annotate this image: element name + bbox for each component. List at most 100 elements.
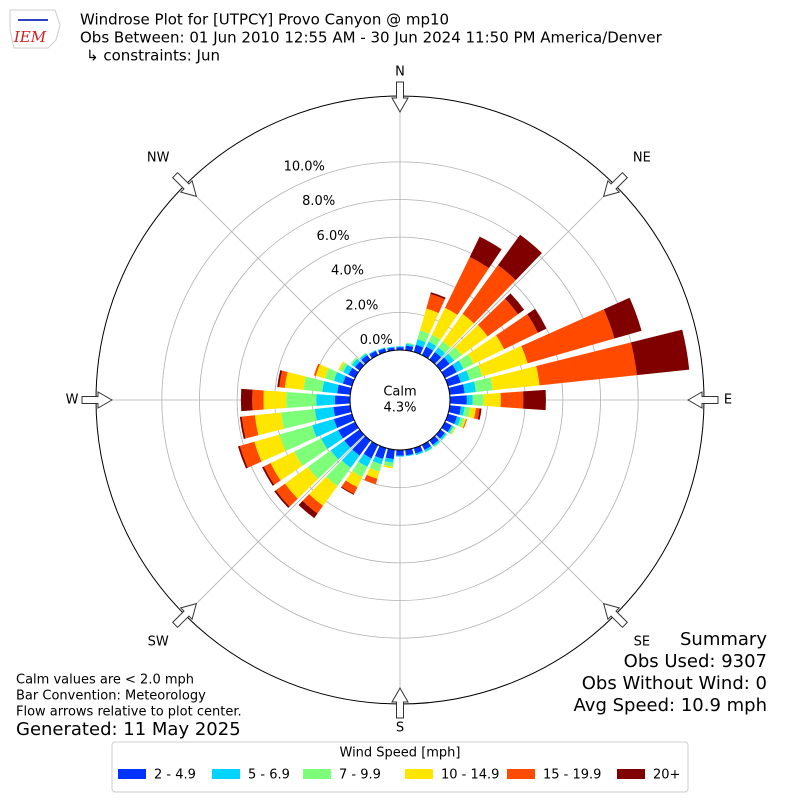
wind-bar xyxy=(263,463,281,485)
flow-arrow xyxy=(391,81,409,114)
grid-ring xyxy=(199,199,601,601)
wind-bar xyxy=(344,429,365,448)
r-tick-label: 0.0% xyxy=(360,333,393,348)
wind-bar xyxy=(358,453,372,467)
wind-bar xyxy=(462,265,516,324)
wind-bar xyxy=(333,372,346,384)
wind-bar xyxy=(322,381,339,394)
flow-arrow xyxy=(171,171,198,198)
wind-bar xyxy=(294,438,328,466)
wind-bar xyxy=(313,363,320,376)
wind-bar xyxy=(405,343,414,347)
logo-text: IEM xyxy=(13,28,47,46)
wind-bar xyxy=(383,461,394,467)
wind-bar xyxy=(386,346,395,349)
wind-bar xyxy=(342,375,355,387)
wind-bar xyxy=(454,324,488,356)
wind-bar xyxy=(435,429,446,439)
wind-bar xyxy=(490,366,540,391)
wind-bar xyxy=(426,294,445,314)
wind-bar xyxy=(448,405,461,415)
direction-label: NW xyxy=(147,151,170,166)
wind-bar xyxy=(337,384,352,395)
wind-bar xyxy=(415,450,424,456)
generated-date: Generated: 11 May 2025 xyxy=(16,719,241,740)
wind-bar xyxy=(426,341,437,351)
legend-swatch xyxy=(507,769,535,779)
wind-bar xyxy=(312,418,338,438)
wind-bar xyxy=(341,486,355,495)
wind-bar xyxy=(360,353,368,360)
wind-bar xyxy=(452,360,464,373)
wind-bar xyxy=(468,407,476,419)
wind-bar xyxy=(354,361,365,371)
wind-bar xyxy=(274,490,290,508)
wind-bar xyxy=(438,341,451,354)
wind-bar xyxy=(241,415,259,439)
wind-bar xyxy=(457,417,465,428)
wind-bar xyxy=(352,435,371,456)
wind-bar xyxy=(351,358,360,368)
wind-bar xyxy=(472,394,484,406)
wind-bar xyxy=(413,344,424,355)
wind-bar xyxy=(421,346,434,359)
chart-constraints: ↳ constraints: Jun xyxy=(86,47,220,65)
wind-bar xyxy=(359,352,367,359)
wind-bar xyxy=(442,313,474,348)
wind-bar xyxy=(483,392,501,408)
wind-bar xyxy=(631,329,690,376)
note: Calm values are < 2.0 mph xyxy=(16,673,194,688)
wind-bar xyxy=(338,361,345,371)
wind-bar xyxy=(368,349,377,355)
wind-bar xyxy=(377,347,386,351)
wind-bar xyxy=(462,418,468,429)
wind-bar xyxy=(424,446,433,452)
wind-bar xyxy=(240,388,253,412)
legend-swatch xyxy=(617,769,645,779)
spoke-line xyxy=(184,184,401,401)
wind-bar xyxy=(467,335,505,365)
wind-bar xyxy=(477,408,482,420)
legend-box xyxy=(111,741,689,793)
grid-ring xyxy=(236,236,564,564)
legend-swatch xyxy=(303,769,331,779)
wind-bar xyxy=(440,432,447,440)
wind-bar xyxy=(430,292,446,300)
wind-bar xyxy=(417,330,430,343)
wind-bar xyxy=(469,236,502,269)
wind-bar xyxy=(372,455,384,465)
wind-bar xyxy=(433,441,441,448)
wind-bar xyxy=(341,480,358,494)
wind-bar xyxy=(405,342,414,346)
wind-bar xyxy=(279,370,288,388)
legend-swatch xyxy=(118,769,146,779)
chart-title: Windrose Plot for [UTPCY] Provo Canyon @… xyxy=(80,11,449,29)
wind-bar xyxy=(361,354,371,365)
wind-bar xyxy=(324,368,338,382)
wind-bar xyxy=(425,447,433,453)
r-tick-label: 2.0% xyxy=(345,298,378,313)
note: Flow arrows relative to plot center. xyxy=(16,705,242,720)
summary-line: Obs Without Wind: 0 xyxy=(582,673,767,694)
direction-label: SE xyxy=(634,634,650,649)
wind-bar xyxy=(444,353,455,364)
wind-bar xyxy=(461,418,467,428)
direction-label: NE xyxy=(633,151,651,166)
wind-bar xyxy=(441,364,457,379)
calm-label: Calm xyxy=(383,385,416,400)
wind-bar xyxy=(237,445,248,469)
wind-bar xyxy=(277,370,283,388)
wind-bar xyxy=(330,440,351,460)
legend-swatch xyxy=(212,769,240,779)
wind-bar xyxy=(314,406,336,421)
wind-bar xyxy=(309,476,338,506)
wind-bar xyxy=(284,371,306,390)
wind-bar xyxy=(303,376,325,392)
wind-bar xyxy=(239,441,262,468)
wind-bar xyxy=(350,357,358,366)
wind-bar xyxy=(383,464,394,469)
wind-bar xyxy=(405,453,414,457)
wind-bar xyxy=(275,483,298,507)
flow-arrow xyxy=(171,602,198,629)
direction-label: N xyxy=(395,65,405,80)
